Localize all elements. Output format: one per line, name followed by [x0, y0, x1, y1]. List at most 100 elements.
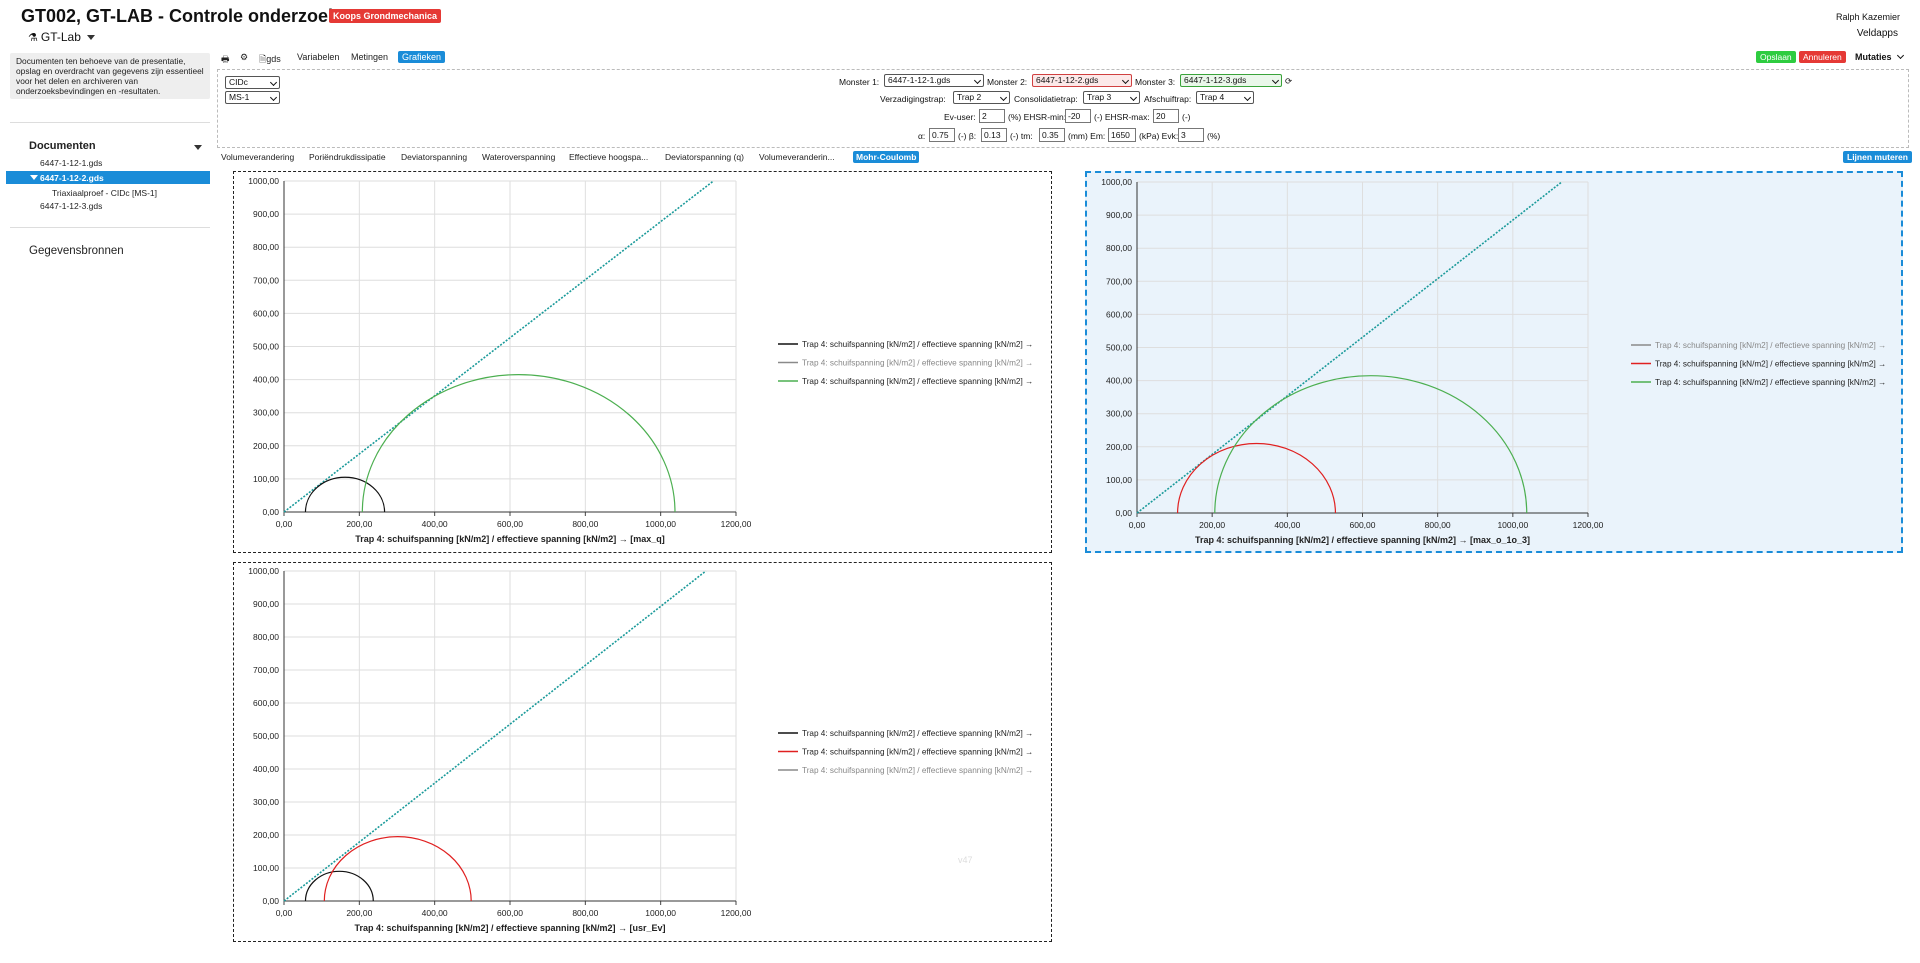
x-tick-label: 800,00: [572, 908, 598, 918]
tab-wateroverspanning[interactable]: Wateroverspanning: [482, 152, 556, 162]
afsch-select[interactable]: Trap 4: [1196, 91, 1254, 104]
ehsr-min-input[interactable]: -20: [1065, 109, 1091, 123]
mohr-circle-red: [1176, 442, 1337, 514]
x-tick-label: 0,00: [276, 519, 293, 529]
tab-volumeverandering[interactable]: Volumeverandering: [221, 152, 295, 162]
legend-entry: Trap 4: schuifspanning [kN/m2] / effecti…: [802, 748, 1033, 757]
ms-select[interactable]: MS-1: [225, 91, 280, 104]
ehsr-max-unit: (-): [1182, 112, 1191, 122]
evk-input[interactable]: 3: [1178, 128, 1204, 142]
ev-input[interactable]: 2: [979, 109, 1005, 123]
tab-porienddruk[interactable]: Poriëndrukdissipatie: [309, 152, 386, 162]
ev-unit: (%) EHSR-min:: [1008, 112, 1067, 122]
failure-envelope-line: [283, 180, 714, 513]
monster3-select[interactable]: 6447-1-12-3.gds: [1180, 74, 1282, 87]
sidebar-item-doc1[interactable]: 6447-1-12-1.gds: [40, 158, 103, 168]
grafieken-button[interactable]: Grafieken: [398, 51, 446, 63]
monster1-value: 6447-1-12-1.gds: [888, 75, 951, 85]
refresh-icon[interactable]: ⟳: [1285, 76, 1293, 86]
monster3-label: Monster 3:: [1135, 77, 1176, 87]
chart-max-q[interactable]: 0,00 100,00 200,00 300,00 400,00 500,00 600,00…: [233, 171, 1052, 553]
sidebar-item-doc2[interactable]: 6447-1-12-2.gds: [6, 171, 210, 184]
legend-entry: Trap 4: schuifspanning [kN/m2] / effecti…: [802, 359, 1033, 368]
monster1-select[interactable]: 6447-1-12-1.gds: [884, 74, 984, 87]
beta-input[interactable]: 0.13: [981, 128, 1007, 142]
gds-button[interactable]: 🗎gds: [259, 52, 281, 68]
lijnen-muteren-button[interactable]: Lijnen muteren: [1843, 151, 1912, 163]
legend-entry: Trap 4: schuifspanning [kN/m2] / effecti…: [1655, 341, 1886, 350]
sidebar-item-label: 6447-1-12-2.gds: [40, 173, 104, 183]
tab-mohr-coulomb[interactable]: Mohr-Coulomb: [853, 151, 920, 163]
app-switcher[interactable]: ⚗ GT-Lab: [28, 30, 96, 44]
y-tick-label: 800,00: [1106, 243, 1132, 253]
gear-icon[interactable]: ⚙: [240, 52, 249, 62]
y-tick-label: 700,00: [253, 665, 279, 675]
mohr-coulomb-plot: 0,00 100,00 200,00 300,00 400,00 500,00 600,00…: [248, 176, 1033, 544]
tm-unit: (mm) Em:: [1068, 131, 1106, 141]
verz-select[interactable]: Trap 2: [953, 91, 1010, 104]
y-tick-label: 700,00: [1106, 276, 1132, 286]
sidebar-info: Documenten ten behoeve van de presentati…: [10, 53, 210, 99]
chevron-down-icon: [1243, 93, 1252, 102]
x-tick-label: 1000,00: [645, 908, 676, 918]
version-watermark: v47: [958, 855, 973, 865]
chevron-down-icon: [1121, 76, 1130, 85]
y-tick-label: 1000,00: [248, 566, 279, 576]
legend-entry: Trap 4: schuifspanning [kN/m2] / effecti…: [802, 377, 1033, 386]
sources-heading[interactable]: Gegevensbronnen: [29, 245, 124, 257]
y-tick-label: 1000,00: [248, 176, 279, 186]
y-tick-label: 400,00: [1106, 376, 1132, 386]
mutaties-menu[interactable]: Mutaties: [1855, 51, 1905, 62]
documents-heading[interactable]: Documenten: [29, 140, 96, 152]
chart-max-o1o3[interactable]: 0,00 100,00 200,00 300,00 400,00 500,00 600,00…: [1085, 171, 1903, 553]
y-tick-label: 300,00: [1106, 409, 1132, 419]
cancel-button[interactable]: Annuleren: [1799, 51, 1846, 63]
user-name[interactable]: Ralph Kazemier: [1835, 12, 1900, 22]
legend-entry: Trap 4: schuifspanning [kN/m2] / effecti…: [802, 766, 1033, 775]
monster2-select[interactable]: 6447-1-12-2.gds: [1032, 74, 1132, 87]
monster2-value: 6447-1-12-2.gds: [1036, 75, 1099, 85]
evk-unit: (%): [1207, 131, 1221, 141]
sidebar-item-triaxiaal[interactable]: Triaxiaalproef - CIDc [MS-1]: [52, 188, 158, 198]
save-button[interactable]: Opslaan: [1756, 51, 1796, 63]
tab-effectieve[interactable]: Effectieve hoogspa...: [569, 152, 649, 162]
x-tick-label: 1000,00: [645, 519, 676, 529]
x-tick-label: 1200,00: [721, 519, 752, 529]
x-tick-label: 800,00: [1425, 520, 1451, 530]
verz-value: Trap 2: [957, 92, 982, 102]
chevron-down-icon: [1896, 51, 1905, 60]
chevron-down-icon[interactable]: [194, 145, 202, 150]
afsch-value: Trap 4: [1200, 92, 1225, 102]
em-input[interactable]: 1650: [1108, 128, 1136, 142]
x-tick-label: 1200,00: [1573, 520, 1604, 530]
monster2-label: Monster 2:: [987, 77, 1028, 87]
company-badge: Koops Grondmechanica: [329, 9, 442, 23]
mohr-coulomb-plot: 0,00 100,00 200,00 300,00 400,00 500,00 600,00…: [1101, 177, 1886, 545]
type-select[interactable]: CIDc: [225, 76, 280, 89]
alpha-input[interactable]: 0.75: [929, 128, 955, 142]
app-name-label: GT-Lab: [40, 30, 81, 44]
y-tick-label: 500,00: [253, 342, 279, 352]
failure-envelope-line: [1136, 181, 1563, 514]
x-tick-label: 1200,00: [721, 908, 752, 918]
tab-deviatorspanning[interactable]: Deviatorspanning: [401, 152, 468, 162]
y-tick-label: 100,00: [253, 863, 279, 873]
print-icon[interactable]: 🖶: [221, 54, 230, 64]
sidebar-item-doc3[interactable]: 6447-1-12-3.gds: [40, 201, 103, 211]
x-tick-label: 1000,00: [1497, 520, 1528, 530]
mohr-circle-black: [304, 870, 374, 902]
metingen-button[interactable]: Metingen: [351, 52, 389, 62]
y-tick-label: 0,00: [262, 896, 279, 906]
variabelen-button[interactable]: Variabelen: [297, 52, 340, 62]
y-tick-label: 500,00: [253, 731, 279, 741]
tab-deviatorspanning-q[interactable]: Deviatorspanning (q): [665, 152, 744, 162]
tab-volumeveranderin[interactable]: Volumeveranderin...: [759, 152, 835, 162]
cons-select[interactable]: Trap 3: [1083, 91, 1140, 104]
chart-title: Trap 4: schuifspanning [kN/m2] / effecti…: [1195, 535, 1530, 545]
chart-usr-ev[interactable]: 0,00 100,00 200,00 300,00 400,00 500,00 600,00…: [233, 562, 1052, 942]
tm-input[interactable]: 0.35: [1039, 128, 1065, 142]
flask-icon: ⚗: [28, 32, 38, 44]
ehsr-max-input[interactable]: 20: [1153, 109, 1179, 123]
y-tick-label: 600,00: [1106, 309, 1132, 319]
mohr-circle-black: [304, 476, 386, 513]
